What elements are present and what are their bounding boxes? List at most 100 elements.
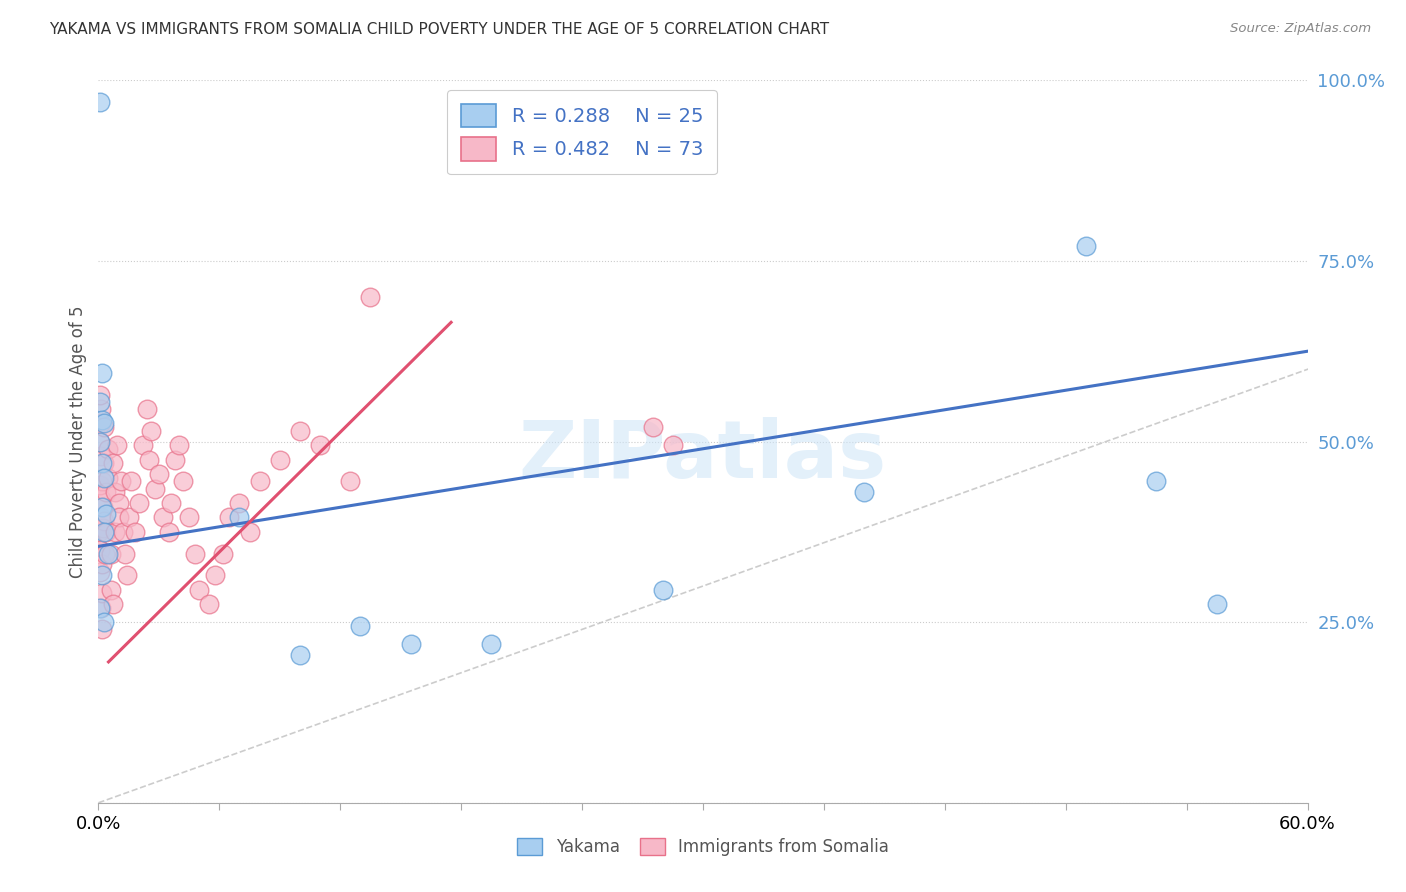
Point — [91, 413, 114, 427]
Point — [269, 452, 291, 467]
Point — [90, 417, 112, 431]
Point — [89, 600, 111, 615]
Point — [100, 582, 122, 597]
Point — [89, 387, 111, 401]
Point — [91, 500, 114, 514]
Y-axis label: Child Poverty Under the Age of 5: Child Poverty Under the Age of 5 — [69, 305, 87, 578]
Point — [641, 420, 664, 434]
Point — [89, 565, 111, 579]
Point — [152, 510, 174, 524]
Point — [89, 478, 111, 492]
Point — [179, 510, 201, 524]
Point — [172, 475, 194, 489]
Point — [339, 475, 361, 489]
Point — [157, 524, 180, 539]
Point — [188, 582, 211, 597]
Point — [239, 524, 262, 539]
Point — [91, 558, 114, 572]
Point — [399, 637, 422, 651]
Point — [160, 496, 183, 510]
Point — [91, 568, 114, 582]
Point — [481, 637, 503, 651]
Point — [89, 542, 111, 557]
Point — [167, 438, 190, 452]
Point — [651, 582, 673, 597]
Point — [100, 547, 122, 561]
Point — [105, 438, 128, 452]
Point — [90, 600, 112, 615]
Point — [184, 547, 207, 561]
Point — [96, 507, 118, 521]
Point — [111, 524, 134, 539]
Point — [90, 492, 112, 507]
Point — [91, 623, 114, 637]
Point — [143, 482, 166, 496]
Point — [204, 568, 226, 582]
Point — [91, 475, 114, 489]
Point — [89, 434, 111, 449]
Point — [101, 597, 124, 611]
Point — [93, 417, 115, 431]
Point — [228, 510, 250, 524]
Point — [139, 424, 162, 438]
Point — [218, 510, 240, 524]
Point — [228, 496, 250, 510]
Text: YAKAMA VS IMMIGRANTS FROM SOMALIA CHILD POVERTY UNDER THE AGE OF 5 CORRELATION C: YAKAMA VS IMMIGRANTS FROM SOMALIA CHILD … — [49, 22, 830, 37]
Point — [97, 442, 120, 456]
Point — [91, 456, 114, 470]
Point — [118, 510, 141, 524]
Point — [124, 524, 146, 539]
Point — [101, 456, 124, 470]
Point — [1206, 597, 1229, 611]
Point — [110, 475, 132, 489]
Point — [93, 521, 115, 535]
Point — [120, 475, 142, 489]
Point — [107, 496, 129, 510]
Point — [249, 475, 271, 489]
Point — [128, 496, 150, 510]
Point — [138, 452, 160, 467]
Point — [132, 438, 155, 452]
Point — [198, 597, 221, 611]
Point — [96, 485, 118, 500]
Point — [93, 456, 115, 470]
Point — [1074, 239, 1097, 253]
Point — [94, 547, 117, 561]
Point — [89, 95, 111, 109]
Point — [135, 402, 157, 417]
Point — [97, 470, 120, 484]
Point — [114, 547, 136, 561]
Point — [89, 542, 111, 557]
Point — [661, 438, 683, 452]
Point — [349, 619, 371, 633]
Point — [91, 586, 114, 600]
Point — [90, 402, 112, 417]
Point — [90, 449, 112, 463]
Point — [360, 290, 382, 304]
Point — [93, 524, 115, 539]
Point — [288, 648, 311, 662]
Point — [93, 420, 115, 434]
Point — [163, 452, 186, 467]
Point — [93, 500, 115, 514]
Point — [90, 510, 112, 524]
Point — [93, 514, 115, 528]
Point — [853, 485, 876, 500]
Point — [309, 438, 332, 452]
Point — [97, 547, 120, 561]
Point — [107, 510, 129, 524]
Point — [115, 568, 138, 582]
Point — [96, 524, 118, 539]
Point — [93, 470, 115, 484]
Point — [89, 524, 111, 539]
Point — [148, 467, 170, 481]
Point — [89, 434, 111, 449]
Legend: Yakama, Immigrants from Somalia: Yakama, Immigrants from Somalia — [510, 831, 896, 863]
Point — [288, 424, 311, 438]
Text: Source: ZipAtlas.com: Source: ZipAtlas.com — [1230, 22, 1371, 36]
Point — [89, 394, 111, 409]
Point — [212, 547, 235, 561]
Point — [1146, 475, 1168, 489]
Point — [91, 366, 114, 380]
Point — [103, 485, 125, 500]
